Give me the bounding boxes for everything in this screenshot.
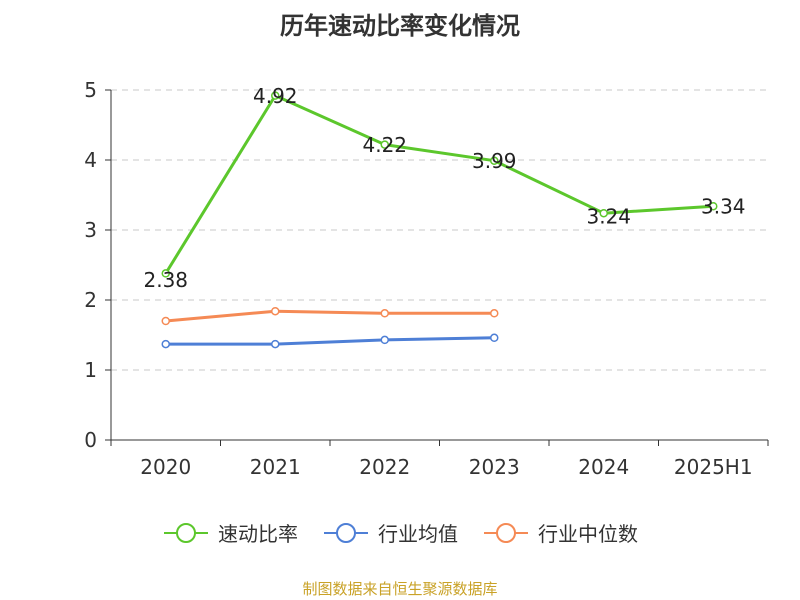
data-point-industry-median: [490, 309, 499, 318]
legend: 速动比率 行业均值 行业中位数: [0, 518, 800, 547]
source-note: 制图数据来自恒生聚源数据库: [302, 580, 498, 598]
grid-lines: [111, 89, 768, 371]
axes: 0 1 2 3 4 5 2020 2021 2022 2023 2024 2025H1: [84, 78, 769, 479]
data-label: 4.22: [362, 133, 407, 157]
y-tick-label: 5: [84, 78, 97, 102]
x-tick-label: 2020: [140, 455, 191, 479]
data-label: 3.99: [472, 149, 517, 173]
x-tick-label: 2021: [250, 455, 301, 479]
data-labels: 2.38 4.92 4.22 3.99 3.24 3.34: [143, 84, 745, 292]
legend-line-green-icon: [164, 522, 208, 543]
data-label: 3.24: [586, 205, 631, 229]
series-line-industry-median: [165, 309, 495, 323]
y-tick-label: 3: [84, 218, 97, 242]
y-tick-label: 2: [84, 288, 97, 312]
data-point-quick-ratio: [599, 208, 608, 218]
y-tick-label: 0: [84, 428, 97, 452]
legend-label: 行业中位数: [538, 522, 638, 546]
data-point-quick-ratio: [161, 269, 170, 278]
data-point-industry-median: [380, 309, 389, 318]
legend-line-blue-icon: [324, 522, 368, 543]
x-tick-label: 2024: [578, 455, 629, 479]
y-tick-label: 1: [84, 358, 97, 382]
y-tick-label: 4: [84, 148, 97, 172]
data-point-industry-median: [161, 316, 170, 326]
x-tick-label: 2022: [359, 455, 410, 479]
legend-label: 行业均值: [378, 522, 458, 546]
data-point-quick-ratio: [380, 140, 389, 149]
series-lines: [161, 91, 718, 349]
series-line-industry-mean: [165, 336, 495, 346]
data-point-quick-ratio: [490, 156, 499, 165]
data-point-industry-mean: [380, 335, 389, 345]
data-point-quick-ratio: [709, 201, 718, 211]
data-point-industry-median: [271, 306, 280, 316]
legend-line-orange-icon: [484, 522, 528, 543]
chart-title: 历年速动比率变化情况: [280, 12, 520, 40]
data-label: 4.92: [253, 84, 298, 108]
data-point-industry-mean: [490, 333, 499, 343]
data-label: 2.38: [143, 268, 188, 292]
x-tick-label: 2025H1: [674, 455, 753, 479]
data-point-industry-mean: [161, 339, 170, 349]
data-label: 3.34: [701, 195, 746, 219]
data-point-quick-ratio: [271, 91, 280, 100]
legend-item-industry-mean[interactable]: 行业均值: [322, 518, 458, 547]
legend-item-quick-ratio[interactable]: 速动比率: [162, 518, 298, 547]
data-point-industry-mean: [271, 339, 280, 349]
legend-label: 速动比率: [218, 522, 298, 546]
series-line-quick-ratio: [164, 94, 714, 275]
legend-item-industry-median[interactable]: 行业中位数: [482, 518, 638, 547]
x-tick-label: 2023: [469, 455, 520, 479]
